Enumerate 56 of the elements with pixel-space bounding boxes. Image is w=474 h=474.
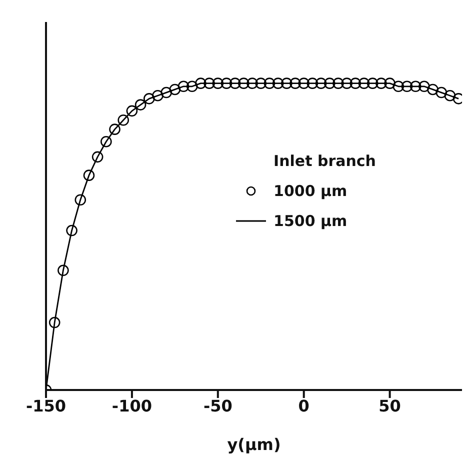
point: [204, 78, 215, 89]
x-tick-label: 0: [298, 396, 310, 416]
point: [212, 78, 224, 89]
point: [58, 264, 69, 276]
point: [315, 78, 327, 89]
point: [324, 78, 336, 89]
point: [401, 80, 413, 92]
point: [48, 316, 60, 328]
point: [126, 105, 138, 117]
point: [100, 136, 112, 148]
x-tick-label: -50: [203, 396, 232, 416]
legend-title: Inlet branch: [272, 151, 376, 172]
x-tick-label: -100: [112, 396, 152, 416]
point: [178, 80, 190, 92]
point: [392, 80, 404, 92]
point: [376, 78, 387, 89]
point: [83, 170, 95, 181]
point: [332, 78, 344, 89]
point: [246, 78, 258, 89]
point: [229, 78, 241, 89]
point: [195, 78, 206, 89]
point: [306, 78, 318, 89]
point: [109, 124, 120, 135]
point: [264, 78, 276, 89]
point: [66, 224, 78, 236]
point: [134, 99, 146, 110]
point: [74, 194, 86, 206]
point: [384, 78, 396, 89]
point: [410, 80, 422, 92]
point: [118, 114, 130, 126]
point: [350, 78, 362, 89]
x-tick-label: 50: [378, 396, 401, 416]
point: [366, 78, 378, 89]
point: [358, 78, 370, 89]
point: [444, 90, 456, 102]
point: [272, 78, 284, 89]
point: [169, 84, 181, 96]
point: [436, 86, 448, 98]
x-tick-label: -150: [26, 396, 66, 416]
point: [160, 86, 172, 98]
point: [255, 78, 267, 89]
point: [152, 90, 164, 102]
point: [281, 78, 292, 89]
point: [238, 78, 250, 89]
point: [298, 78, 310, 89]
point: [186, 80, 198, 92]
point: [290, 78, 301, 89]
point: [341, 78, 352, 89]
point: [143, 93, 155, 104]
legend-label: 1000 μm: [274, 181, 348, 202]
legend-label: 1500 μm: [274, 211, 348, 232]
point: [418, 80, 430, 92]
point: [427, 84, 438, 96]
point: [92, 151, 104, 163]
x-axis-title: y(μm): [227, 435, 281, 454]
point: [220, 78, 232, 89]
